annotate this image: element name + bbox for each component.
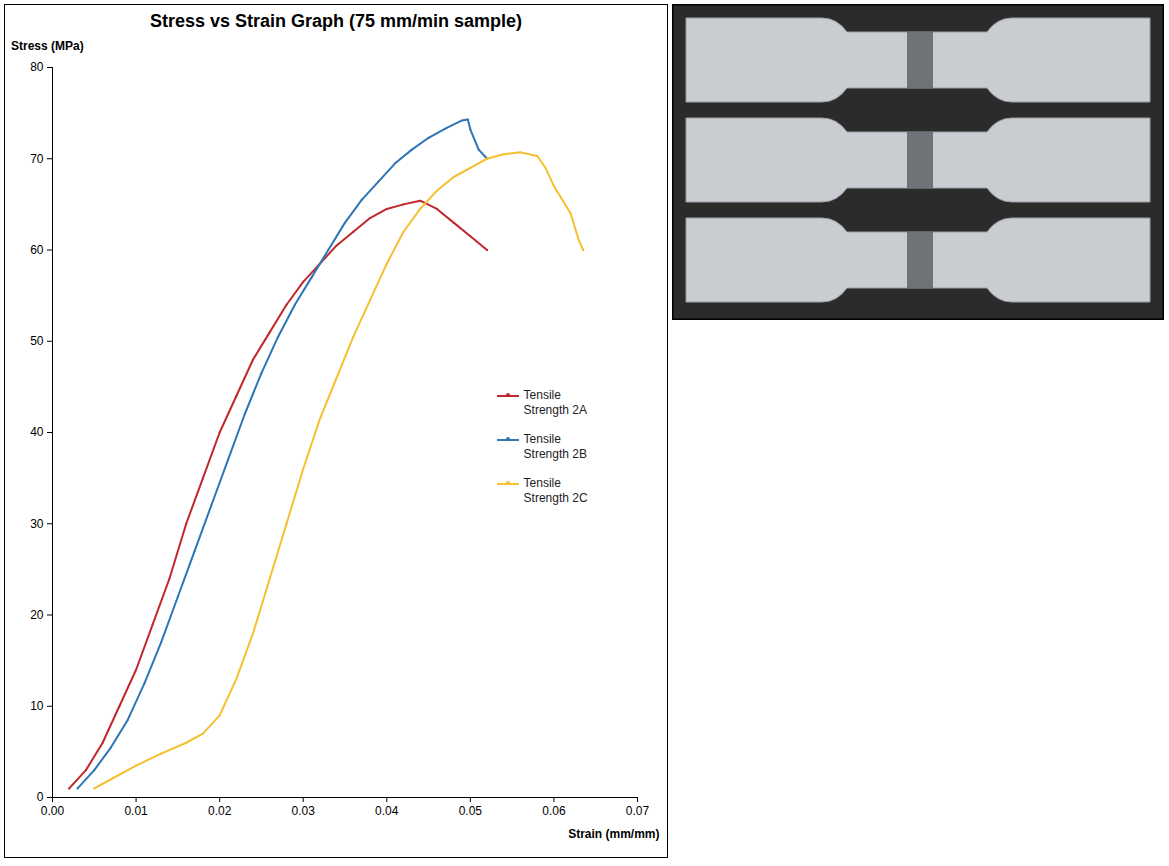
svg-text:10: 10 [30,699,44,713]
svg-text:0.06: 0.06 [542,804,566,818]
html-text:Tensile Strength 2B: Tensile Strength 2B [523,432,587,462]
html-text:Tensile Strength 2C: Tensile Strength 2C [523,476,588,506]
svg-text:70: 70 [30,152,44,166]
svg-text:0.01: 0.01 [124,804,148,818]
svg-text:0: 0 [37,790,44,804]
svg-text:Strain (mm/mm): Strain (mm/mm) [568,827,659,841]
svg-text:50: 50 [30,334,44,348]
svg-text:0.05: 0.05 [459,804,483,818]
svg-text:0.04: 0.04 [375,804,399,818]
svg-text:0.02: 0.02 [208,804,232,818]
svg-text:80: 80 [30,60,44,74]
html-text:Tensile Strength 2A: Tensile Strength 2A [523,388,587,418]
svg-text:60: 60 [30,243,44,257]
html-text:Stress vs Strain Graph (75 mm/: Stress vs Strain Graph (75 mm/min sample… [149,11,523,31]
svg-text:0.03: 0.03 [292,804,316,818]
svg-text:30: 30 [30,517,44,531]
svg-text:0.07: 0.07 [626,804,650,818]
svg-text:20: 20 [30,608,44,622]
svg-text:0.00: 0.00 [41,804,65,818]
svg-text:40: 40 [30,425,44,439]
html-text:Stress (MPa): Stress (MPa) [11,39,84,53]
